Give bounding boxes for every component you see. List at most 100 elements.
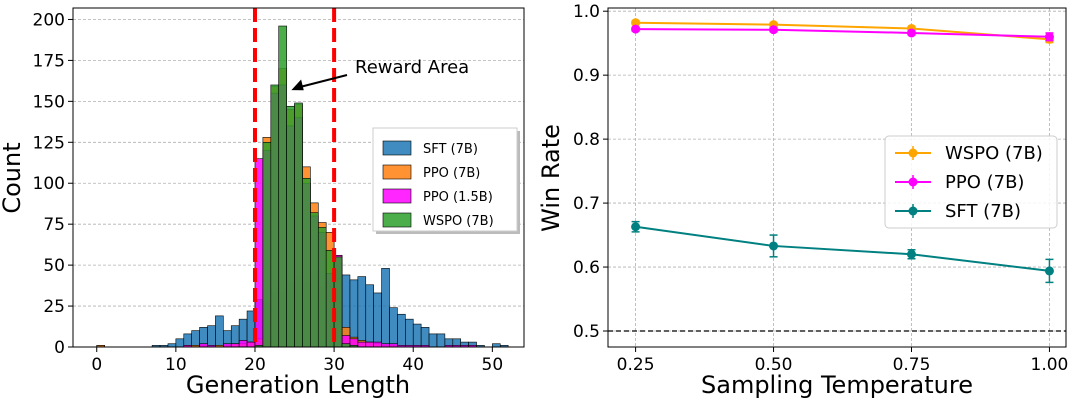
series-line <box>635 28 1050 38</box>
line-x-axis-title: Sampling Temperature <box>701 371 973 399</box>
line-y-tick-label: 0.9 <box>573 66 600 86</box>
histogram-bar <box>365 341 374 348</box>
histogram-x-tick-label: 30 <box>323 355 345 375</box>
line-legend-marker <box>908 177 918 187</box>
annotation-arrowhead <box>291 79 304 91</box>
data-point <box>631 24 641 34</box>
line-x-tick-label: 0.50 <box>755 355 793 375</box>
histogram-x-tick-label: 40 <box>402 355 424 375</box>
histogram-y-tick-label: 100 <box>33 174 65 194</box>
histogram-bar <box>191 330 200 348</box>
histogram-chart: 0 10 20 30 40 50 0 25 50 75 100 125 150 175 200 Gener… <box>0 7 525 399</box>
line-x-tick-label: 0.25 <box>617 355 655 375</box>
line-series-ppo-7b <box>631 24 1054 42</box>
line-legend: WSPO (7B) PPO (7B) SFT (7B) <box>884 135 1058 229</box>
histogram-bar <box>286 105 295 348</box>
histogram-y-ticks: 0 25 50 75 100 125 150 175 200 <box>33 10 73 358</box>
line-y-tick-label: 0.5 <box>573 322 600 342</box>
histogram-legend-swatch <box>382 188 412 204</box>
histogram-x-tick-label: 50 <box>482 355 504 375</box>
histogram-bar <box>373 292 382 348</box>
histogram-bar <box>428 333 438 348</box>
histogram-bar <box>357 276 367 348</box>
histogram-bar <box>405 318 414 348</box>
line-y-tick-label: 0.7 <box>573 194 600 214</box>
annotation-arrow-line <box>299 74 348 88</box>
histogram-y-tick-label: 50 <box>43 256 65 276</box>
histogram-y-tick-label: 75 <box>43 215 65 235</box>
data-point <box>906 28 916 38</box>
histogram-bar <box>381 268 390 348</box>
histogram-x-axis-title: Generation Length <box>186 371 410 399</box>
histogram-x-tick-label: 0 <box>91 355 102 375</box>
histogram-plot-frame <box>72 7 525 348</box>
win-rate-line-chart: 0.25 0.50 0.75 1.00 0.5 0.6 0.7 0.8 0.9 1.0 Samp… <box>537 2 1068 399</box>
histogram-legend-label: PPO (1.5B) <box>423 190 493 205</box>
line-x-tick-label: 0.75 <box>893 355 931 375</box>
line-y-tick-label: 1.0 <box>573 2 600 22</box>
line-x-tick-label: 1.00 <box>1031 355 1069 375</box>
data-point <box>769 25 779 35</box>
line-legend-marker <box>908 206 918 216</box>
histogram-legend-label: WSPO (7B) <box>423 214 494 229</box>
line-legend-box <box>884 135 1058 229</box>
line-series-sft-7b <box>631 220 1054 284</box>
histogram-x-tick-label: 10 <box>165 355 187 375</box>
histogram-bar <box>302 178 311 348</box>
histogram-y-tick-label: 200 <box>33 10 65 30</box>
histogram-bar <box>246 341 256 348</box>
histogram-bar <box>412 323 422 348</box>
histogram-y-tick-label: 150 <box>33 92 65 112</box>
histogram-y-tick-label: 0 <box>54 338 65 358</box>
annotation-label: Reward Area <box>355 57 469 78</box>
line-legend-label: PPO (7B) <box>945 172 1024 193</box>
line-y-ticks: 0.5 0.6 0.7 0.8 0.9 1.0 <box>573 2 608 342</box>
histogram-bar <box>357 341 367 348</box>
histogram-bar <box>238 340 248 348</box>
histogram-legend-swatch <box>382 164 412 180</box>
histogram-legend-label: SFT (7B) <box>423 142 478 157</box>
histogram-y-tick-label: 125 <box>33 133 65 153</box>
histogram-bar <box>310 212 319 348</box>
line-legend-marker <box>908 148 918 158</box>
histogram-bar <box>270 84 280 348</box>
histogram-bar <box>397 313 406 348</box>
data-point <box>906 249 916 259</box>
reward-area-reference-lines <box>252 8 337 347</box>
histogram-bar <box>278 25 287 348</box>
line-legend-label: SFT (7B) <box>945 201 1021 222</box>
histogram-bar <box>420 327 430 348</box>
reward-area-annotation: Reward Area <box>291 57 469 91</box>
histogram-x-ticks: 0 10 20 30 40 50 <box>91 347 503 375</box>
histogram-x-tick-label: 20 <box>244 355 266 375</box>
line-y-tick-label: 0.8 <box>573 130 600 150</box>
histogram-bar <box>215 315 224 348</box>
line-legend-label: WSPO (7B) <box>945 143 1043 164</box>
data-point <box>1044 32 1054 42</box>
line-plot-frame <box>607 7 1067 348</box>
data-point <box>631 18 641 28</box>
histogram-legend-swatch <box>382 212 412 228</box>
histogram-bar <box>175 338 185 348</box>
histogram-bar <box>365 284 374 348</box>
histogram-y-tick-label: 175 <box>33 51 65 71</box>
histogram-series-wspo-7b <box>254 25 359 348</box>
histogram-bar <box>294 102 303 348</box>
line-y-axis-title: Win Rate <box>537 124 565 232</box>
data-point <box>769 241 779 251</box>
histogram-legend-swatch <box>382 140 412 156</box>
histogram-bar <box>183 333 192 348</box>
histogram-legend: SFT (7B) PPO (7B) PPO (1.5B) WSPO (7B) <box>372 127 520 234</box>
histogram-bar <box>262 141 272 348</box>
histogram-bar <box>436 333 446 348</box>
series-line <box>635 225 1050 272</box>
data-point <box>1044 266 1054 276</box>
line-series <box>631 18 1054 284</box>
line-y-tick-label: 0.6 <box>573 258 600 278</box>
histogram-y-axis-title: Count <box>0 142 26 213</box>
histogram-bar <box>389 307 398 348</box>
data-point <box>631 222 641 232</box>
histogram-legend-label: PPO (7B) <box>423 166 480 181</box>
histogram-bar <box>373 341 382 348</box>
